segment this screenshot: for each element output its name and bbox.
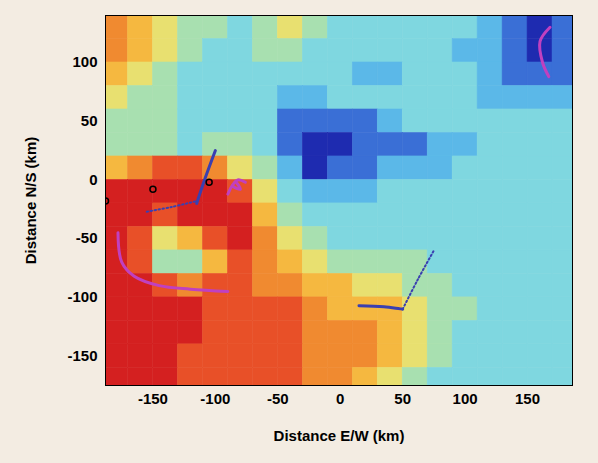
svg-text:0: 0: [336, 390, 344, 407]
svg-text:50: 50: [81, 112, 98, 129]
svg-text:Distance E/W (km): Distance E/W (km): [274, 427, 405, 444]
svg-text:-50: -50: [267, 390, 289, 407]
svg-text:-150: -150: [67, 347, 97, 364]
svg-text:-50: -50: [76, 229, 98, 246]
svg-text:100: 100: [72, 53, 97, 70]
svg-text:-100: -100: [200, 390, 230, 407]
svg-text:150: 150: [515, 390, 540, 407]
svg-text:-100: -100: [67, 288, 97, 305]
svg-text:100: 100: [453, 390, 478, 407]
svg-text:-150: -150: [138, 390, 168, 407]
svg-text:50: 50: [394, 390, 411, 407]
svg-text:0: 0: [89, 171, 97, 188]
svg-text:Distance N/S (km): Distance N/S (km): [22, 137, 39, 265]
